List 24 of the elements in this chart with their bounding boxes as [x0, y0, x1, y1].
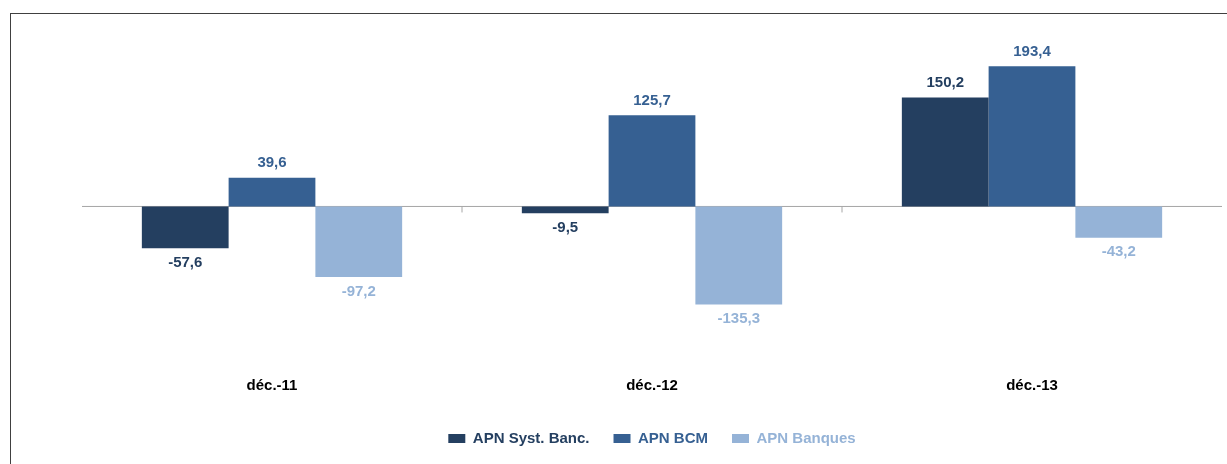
bar	[901, 97, 989, 207]
legend-label: APN BCM	[638, 428, 709, 446]
bar	[315, 206, 403, 277]
x-tick-label: déc.-13	[1006, 376, 1058, 394]
data-label: -43,2	[1101, 242, 1136, 260]
legend-label: APN Banques	[756, 428, 856, 446]
bar	[141, 206, 229, 249]
bar	[521, 206, 609, 214]
data-label: 193,4	[1013, 41, 1052, 59]
data-label: -57,6	[168, 252, 203, 270]
bar	[988, 66, 1076, 207]
data-label: 125,7	[633, 90, 671, 108]
data-label: -97,2	[341, 281, 376, 299]
data-label: -135,3	[717, 309, 761, 327]
legend-label: APN Syst. Banc.	[472, 428, 590, 446]
bar	[228, 177, 316, 207]
x-tick-label: déc.-12	[626, 376, 678, 394]
bar	[695, 206, 783, 305]
data-label: 39,6	[257, 153, 287, 171]
bar	[1075, 206, 1163, 238]
data-label: -9,5	[552, 217, 579, 235]
data-label: 150,2	[926, 73, 965, 91]
bar	[608, 115, 696, 207]
x-tick-label: déc.-11	[246, 376, 298, 394]
